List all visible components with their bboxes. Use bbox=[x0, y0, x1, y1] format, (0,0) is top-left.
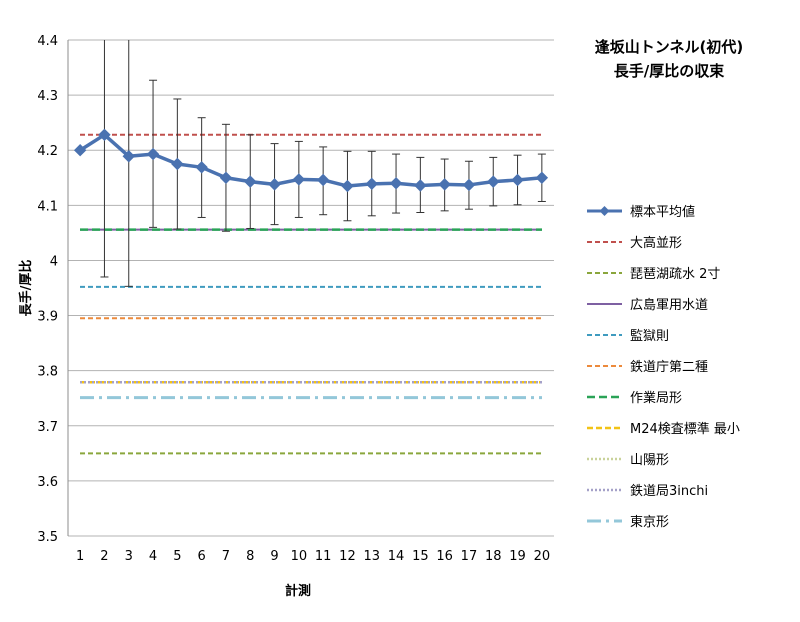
data-point bbox=[292, 173, 306, 186]
data-point bbox=[219, 171, 233, 184]
data-point bbox=[389, 177, 403, 190]
legend-label: 作業局形 bbox=[630, 390, 682, 406]
sample-mean-series bbox=[73, 128, 549, 193]
x-tick-label: 10 bbox=[291, 549, 308, 564]
reference-lines bbox=[80, 133, 542, 455]
x-tick-label: 15 bbox=[412, 549, 429, 564]
legend-label: 大高並形 bbox=[630, 235, 682, 251]
y-axis-title: 長手/厚比 bbox=[18, 260, 34, 317]
legend-label: 琵琶湖疏水 2寸 bbox=[630, 267, 720, 282]
data-point bbox=[341, 179, 354, 193]
x-tick-label: 5 bbox=[173, 549, 181, 564]
legend-marker bbox=[599, 206, 610, 216]
y-tick-label: 4.3 bbox=[37, 89, 58, 104]
data-point bbox=[414, 179, 427, 192]
x-tick-label: 17 bbox=[461, 549, 478, 564]
x-tick-label: 8 bbox=[246, 549, 254, 564]
y-tick-label: 3.8 bbox=[37, 365, 58, 380]
x-tick-label: 20 bbox=[534, 549, 551, 564]
x-tick-label: 7 bbox=[222, 549, 230, 564]
x-tick-label: 18 bbox=[485, 549, 502, 564]
data-point bbox=[122, 150, 135, 163]
data-point bbox=[146, 147, 160, 161]
y-tick-label: 4.4 bbox=[37, 34, 58, 49]
data-point bbox=[511, 173, 524, 187]
x-tick-label: 4 bbox=[149, 549, 157, 564]
legend-label: 山陽形 bbox=[630, 453, 669, 468]
y-tick-label: 3.9 bbox=[37, 310, 58, 325]
x-tick-label: 11 bbox=[315, 549, 332, 564]
x-axis-ticks: 1 2 3 4 5 6 7 8 9 10 11 12 13 14 15 16 17 18 19 20 bbox=[76, 549, 550, 564]
chart-title-line-2: 長手/厚比の収束 bbox=[614, 62, 725, 80]
series-line bbox=[79, 133, 543, 188]
x-tick-label: 1 bbox=[76, 549, 84, 564]
legend-label: 標本平均値 bbox=[630, 204, 695, 220]
legend-label: 鉄道局3inchi bbox=[630, 484, 708, 499]
legend-label: 鉄道庁第二種 bbox=[630, 359, 708, 375]
data-point bbox=[73, 144, 87, 157]
data-point bbox=[535, 171, 549, 184]
chart-title-line-1: 逢坂山トンネル(初代) bbox=[595, 38, 743, 56]
error-bars bbox=[100, 40, 546, 287]
legend-label: 東京形 bbox=[630, 514, 669, 530]
data-point bbox=[487, 175, 500, 188]
legend-label: M24検査標準 最小 bbox=[630, 421, 740, 437]
x-tick-label: 14 bbox=[388, 549, 405, 564]
data-point bbox=[438, 178, 451, 191]
legend-label: 監獄則 bbox=[630, 328, 669, 344]
y-tick-label: 4.1 bbox=[37, 199, 58, 214]
data-point bbox=[98, 128, 111, 141]
y-tick-label: 3.5 bbox=[37, 530, 58, 545]
y-tick-label: 4 bbox=[50, 254, 58, 269]
gridlines bbox=[67, 39, 554, 537]
x-tick-label: 13 bbox=[363, 549, 380, 564]
legend-label: 広島軍用水道 bbox=[630, 298, 708, 313]
data-point bbox=[316, 173, 330, 187]
x-tick-label: 12 bbox=[339, 549, 356, 564]
y-tick-label: 3.6 bbox=[37, 475, 58, 490]
x-tick-label: 6 bbox=[198, 549, 206, 564]
x-tick-label: 9 bbox=[270, 549, 278, 564]
x-tick-label: 16 bbox=[436, 549, 453, 564]
data-point bbox=[171, 157, 184, 171]
data-point bbox=[244, 175, 257, 188]
data-point bbox=[195, 161, 208, 174]
x-tick-label: 2 bbox=[100, 549, 108, 564]
data-point bbox=[365, 177, 378, 191]
y-axis-ticks: 3.5 3.6 3.7 3.8 3.9 4 4.1 4.2 4.3 4.4 bbox=[37, 34, 58, 545]
data-point bbox=[462, 178, 476, 192]
data-point bbox=[268, 178, 281, 191]
y-tick-label: 4.2 bbox=[37, 144, 58, 159]
x-tick-label: 19 bbox=[509, 549, 526, 564]
x-tick-label: 3 bbox=[125, 549, 133, 564]
y-tick-label: 3.7 bbox=[37, 420, 58, 435]
x-axis-title: 計測 bbox=[285, 583, 311, 599]
